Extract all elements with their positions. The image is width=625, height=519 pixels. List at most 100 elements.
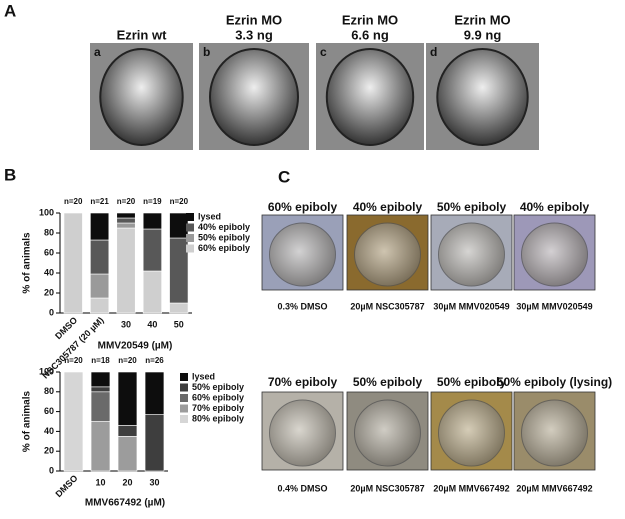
photo-letter: d xyxy=(430,45,437,59)
legend-label: 60% epiboly xyxy=(198,243,250,253)
n-label: n=20 xyxy=(64,356,83,365)
bar-segment xyxy=(117,425,138,437)
bar-segment xyxy=(63,371,84,472)
photo-caption: 20µM MMV667492 xyxy=(433,483,509,493)
legend-swatch xyxy=(180,383,188,392)
y-tick-label: 20 xyxy=(44,287,54,297)
panel-label: A xyxy=(4,1,16,20)
x-tick-label: 10 xyxy=(95,477,105,487)
photo-title: 70% epiboly xyxy=(268,375,338,389)
embryo xyxy=(209,48,299,146)
legend-swatch xyxy=(186,234,194,242)
legend-swatch xyxy=(186,244,194,253)
photo-title: 50% epiboly xyxy=(437,200,507,214)
bar-segment xyxy=(90,239,110,275)
y-axis-label: % of animals xyxy=(22,232,33,294)
embryo xyxy=(269,399,336,467)
legend-label: 40% epiboly xyxy=(198,222,250,232)
column-title: Ezrin MO xyxy=(226,12,282,27)
x-axis-label: MMV20549 (µM) xyxy=(98,341,173,352)
embryo xyxy=(436,48,529,146)
y-tick-label: 60 xyxy=(44,247,54,257)
embryo xyxy=(99,48,184,146)
legend-label: 70% epiboly xyxy=(192,403,244,413)
legend-swatch xyxy=(180,373,188,381)
bar-segment xyxy=(90,297,110,314)
y-tick-label: 0 xyxy=(49,307,54,317)
y-tick-label: 80 xyxy=(44,227,54,237)
x-tick-label: 20 xyxy=(122,477,132,487)
y-tick-label: 40 xyxy=(44,267,54,277)
photo-title: 50% epiboly (lysing) xyxy=(497,375,612,389)
n-label: n=20 xyxy=(170,197,189,206)
photo-letter: a xyxy=(94,45,101,59)
x-tick-label: 40 xyxy=(147,319,157,329)
n-label: n=18 xyxy=(91,356,110,365)
y-axis-label: % of animals xyxy=(22,391,33,453)
embryo xyxy=(521,222,588,287)
legend-swatch xyxy=(186,223,194,232)
embryo xyxy=(438,399,505,467)
n-label: n=19 xyxy=(143,197,162,206)
n-label: n=20 xyxy=(118,356,137,365)
photo-caption: 30µM MMV020549 xyxy=(516,301,592,311)
bar-segment xyxy=(142,228,162,272)
legend-swatch xyxy=(186,213,194,221)
legend-swatch xyxy=(180,415,188,423)
n-label: n=20 xyxy=(64,197,83,206)
photo-caption: 0.3% DMSO xyxy=(277,301,327,311)
column-title: 9.9 ng xyxy=(464,27,502,42)
x-tick-label: 50 xyxy=(174,319,184,329)
photo-caption: 20µM NSC305787 xyxy=(350,301,424,311)
photo-title: 50% epiboly xyxy=(353,375,423,389)
bar-segment xyxy=(116,217,136,224)
n-label: n=20 xyxy=(117,197,136,206)
photo-caption: 20µM MMV667492 xyxy=(516,483,592,493)
y-tick-label: 0 xyxy=(49,465,54,475)
x-axis-label: MMV667492 (µM) xyxy=(85,498,165,509)
photo-caption: 0.4% DMSO xyxy=(277,483,327,493)
y-tick-label: 100 xyxy=(39,366,54,376)
bar-segment xyxy=(63,212,83,314)
bar-segment xyxy=(169,302,189,314)
bar-segment xyxy=(169,237,189,304)
bar-segment xyxy=(90,212,110,241)
legend-label: lysed xyxy=(192,371,215,381)
bar-segment xyxy=(144,371,165,415)
y-tick-label: 100 xyxy=(39,207,54,217)
column-title: Ezrin MO xyxy=(342,12,398,27)
bar-segment xyxy=(142,270,162,314)
bar-segment xyxy=(90,421,111,472)
legend-swatch xyxy=(180,404,188,413)
bar-segment xyxy=(117,436,138,472)
bar-segment xyxy=(90,386,111,393)
photo-caption: 20µM NSC305787 xyxy=(350,483,424,493)
y-tick-label: 80 xyxy=(44,386,54,396)
n-label: n=21 xyxy=(90,197,109,206)
legend-label: 60% epiboly xyxy=(192,392,244,402)
panel-label: B xyxy=(4,165,16,184)
column-title: 3.3 ng xyxy=(235,27,273,42)
column-title: Ezrin wt xyxy=(117,27,168,42)
bar-segment xyxy=(90,371,111,388)
x-tick-label: 30 xyxy=(149,477,159,487)
photo-letter: c xyxy=(320,45,327,59)
bar-segment xyxy=(169,212,189,239)
embryo xyxy=(521,399,588,467)
x-tick-label: DMSO xyxy=(53,473,79,499)
column-title: 6.6 ng xyxy=(351,27,389,42)
legend-label: 50% epiboly xyxy=(198,232,250,242)
bar-segment xyxy=(116,212,136,219)
photo-title: 50% epiboly xyxy=(437,375,507,389)
y-tick-label: 20 xyxy=(44,446,54,456)
bar-segment xyxy=(90,273,110,299)
column-title: Ezrin MO xyxy=(454,12,510,27)
photo-title: 60% epiboly xyxy=(268,200,338,214)
embryo xyxy=(438,222,505,287)
bar-segment xyxy=(117,371,138,426)
legend-label: 80% epiboly xyxy=(192,413,244,423)
bar-segment xyxy=(142,212,162,230)
embryo xyxy=(354,399,421,467)
photo-title: 40% epiboly xyxy=(520,200,590,214)
